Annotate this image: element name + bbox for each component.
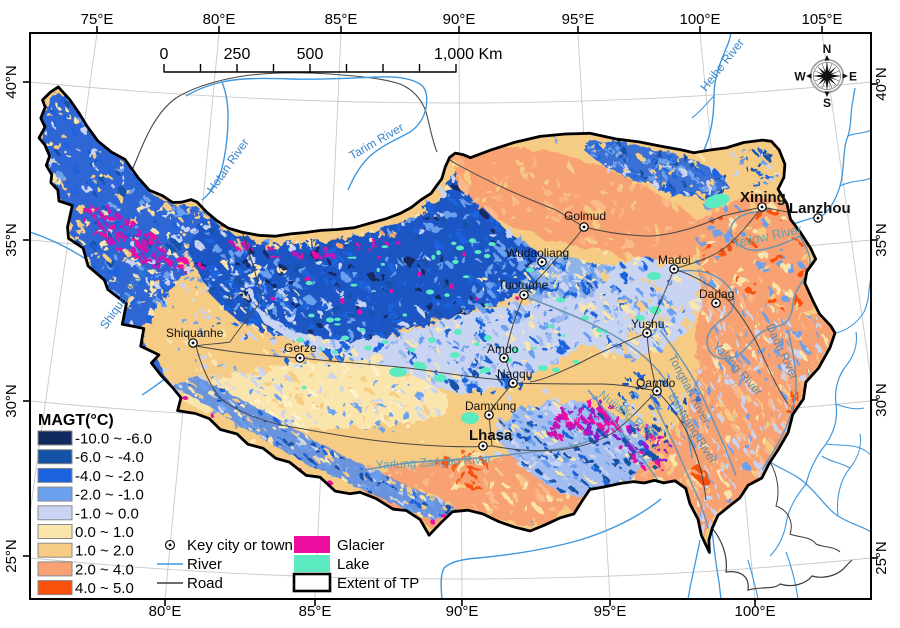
svg-text:0: 0 <box>160 46 169 63</box>
svg-text:250: 250 <box>224 46 251 63</box>
svg-text:Extent of TP: Extent of TP <box>337 575 419 592</box>
svg-text:1,000 Km: 1,000 Km <box>434 46 502 63</box>
svg-text:35°N: 35°N <box>3 223 20 257</box>
svg-text:Golmud: Golmud <box>564 209 606 223</box>
svg-text:25°N: 25°N <box>3 539 20 573</box>
svg-text:4.0 ~ 5.0: 4.0 ~ 5.0 <box>75 580 134 597</box>
svg-text:30°N: 30°N <box>873 383 890 417</box>
svg-text:-2.0 ~ -1.0: -2.0 ~ -1.0 <box>75 487 144 504</box>
svg-text:N: N <box>823 42 832 56</box>
svg-text:Madoi: Madoi <box>658 253 691 267</box>
svg-text:80°E: 80°E <box>203 11 236 28</box>
svg-text:Lanzhou: Lanzhou <box>789 200 851 217</box>
svg-text:-4.0 ~ -2.0: -4.0 ~ -2.0 <box>75 468 144 485</box>
svg-text:Lhasa: Lhasa <box>469 427 513 444</box>
svg-text:80°E: 80°E <box>149 603 182 620</box>
svg-text:2.0 ~ 4.0: 2.0 ~ 4.0 <box>75 561 134 578</box>
svg-text:Yushu: Yushu <box>631 317 664 331</box>
svg-text:-10.0 ~ -6.0: -10.0 ~ -6.0 <box>75 431 152 448</box>
svg-text:40°N: 40°N <box>3 65 20 99</box>
svg-text:85°E: 85°E <box>299 603 332 620</box>
svg-text:Damxung: Damxung <box>465 399 516 413</box>
svg-text:-1.0 ~ 0.0: -1.0 ~ 0.0 <box>75 505 139 522</box>
svg-text:100°E: 100°E <box>734 603 775 620</box>
svg-text:90°E: 90°E <box>446 603 479 620</box>
svg-text:Darlag: Darlag <box>699 287 734 301</box>
svg-text:-6.0 ~ -4.0: -6.0 ~ -4.0 <box>75 449 144 466</box>
svg-text:W: W <box>794 70 806 84</box>
svg-text:Key city or town: Key city or town <box>187 537 293 554</box>
svg-text:MAGT(°C): MAGT(°C) <box>38 412 114 429</box>
svg-text:Tuotuohe: Tuotuohe <box>498 278 549 292</box>
svg-text:40°N: 40°N <box>873 67 890 101</box>
svg-text:95°E: 95°E <box>562 11 595 28</box>
svg-text:Glacier: Glacier <box>337 537 385 554</box>
svg-text:35°N: 35°N <box>873 223 890 257</box>
svg-text:30°N: 30°N <box>3 384 20 418</box>
svg-text:Qamdo: Qamdo <box>636 376 676 390</box>
svg-text:1.0 ~ 2.0: 1.0 ~ 2.0 <box>75 543 134 560</box>
svg-text:90°E: 90°E <box>443 11 476 28</box>
svg-text:105°E: 105°E <box>801 11 842 28</box>
svg-text:River: River <box>187 556 222 573</box>
svg-text:Xining: Xining <box>740 189 786 206</box>
svg-text:75°E: 75°E <box>81 11 114 28</box>
svg-text:Shiquanhe: Shiquanhe <box>166 326 224 340</box>
svg-text:100°E: 100°E <box>679 11 720 28</box>
svg-text:Road: Road <box>187 575 223 592</box>
svg-text:25°N: 25°N <box>873 541 890 575</box>
svg-text:Naqqu: Naqqu <box>497 367 532 381</box>
svg-text:95°E: 95°E <box>594 603 627 620</box>
svg-text:Lake: Lake <box>337 556 370 573</box>
svg-text:Amdo: Amdo <box>487 342 519 356</box>
svg-text:85°E: 85°E <box>325 11 358 28</box>
svg-text:S: S <box>823 96 831 110</box>
svg-text:E: E <box>849 70 857 84</box>
svg-text:Gerze: Gerze <box>284 341 317 355</box>
svg-text:0.0 ~ 1.0: 0.0 ~ 1.0 <box>75 524 134 541</box>
svg-text:Wudaoliang: Wudaoliang <box>506 246 569 260</box>
svg-text:500: 500 <box>297 46 324 63</box>
